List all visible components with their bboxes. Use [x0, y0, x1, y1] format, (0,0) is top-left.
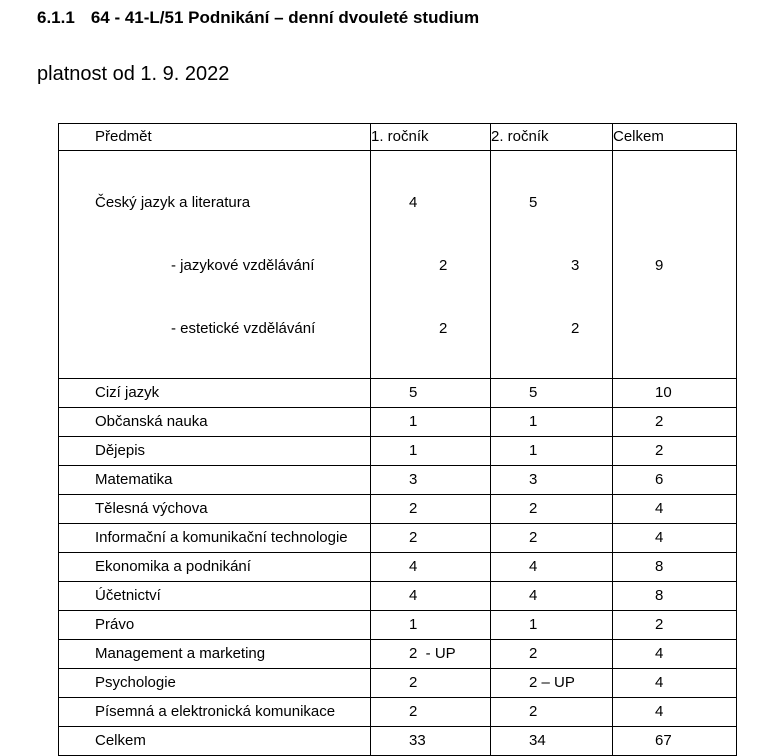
year1-subvalue: 2 [439, 257, 448, 274]
year1-cell: 2 [370, 494, 491, 524]
year2-cell: 1 [490, 610, 613, 640]
subject-cell: Cizí jazyk [58, 378, 371, 408]
total-cell: 10 [612, 378, 737, 408]
year2-cell: 1 [490, 436, 613, 466]
year1-cell: 2 [370, 668, 491, 698]
table-row: Informační a komunikační technologie 2 2… [58, 523, 737, 553]
heading-text: 64 - 41-L/51 Podnikání – denní dvouleté … [90, 8, 480, 27]
year2-cell: 4 [490, 552, 613, 582]
year1-cell: 2 - UP [370, 639, 491, 669]
subject-cell: Management a marketing [58, 639, 371, 669]
year2-cell: 2 [490, 523, 613, 553]
column-header-subject: Předmět [58, 123, 371, 151]
subject-cell: Písemná a elektronická komunikace [58, 697, 371, 727]
year1-value: 4 [409, 194, 418, 211]
total-cell: 4 [612, 697, 737, 727]
total-cell: 6 [612, 465, 737, 495]
total-value: 9 [655, 257, 664, 274]
total-cell: 4 [612, 639, 737, 669]
curriculum-table: Předmět 1. ročník 2. ročník Celkem Český… [58, 123, 737, 756]
year1-cell: 2 [370, 697, 491, 727]
spacer [614, 315, 736, 342]
total-cell: 4 [612, 523, 737, 553]
subject-cell: Český jazyk a literatura - jazykové vzdě… [58, 150, 371, 379]
total-cell: 2 [612, 436, 737, 466]
total-cell: 67 [612, 726, 737, 756]
year2-cell: 2 [490, 639, 613, 669]
table-row: Cizí jazyk 5 5 10 [58, 378, 737, 408]
table-row: Písemná a elektronická komunikace 2 2 4 [58, 697, 737, 727]
subject-label: Český jazyk a literatura [95, 194, 251, 211]
column-header-total: Celkem [612, 123, 737, 151]
total-cell: 8 [612, 581, 737, 611]
year2-cell: 3 [490, 465, 613, 495]
spacer [614, 189, 736, 216]
page-title: 6.1.1 64 - 41-L/51 Podnikání – denní dvo… [37, 8, 479, 28]
year1-cell: 4 [370, 552, 491, 582]
heading-number: 6.1.1 [37, 8, 75, 27]
header-row: Předmět 1. ročník 2. ročník Celkem [58, 123, 737, 151]
year1-subvalue: 2 [439, 320, 448, 337]
year1-cell: 3 [370, 465, 491, 495]
year2-cell: 4 [490, 581, 613, 611]
subject-cell: Účetnictví [58, 581, 371, 611]
column-header-year2: 2. ročník [490, 123, 613, 151]
total-cell: 4 [612, 494, 737, 524]
year2-value: 5 [529, 194, 538, 211]
subject-cell: Informační a komunikační technologie [58, 523, 371, 553]
subject-cell: Celkem [58, 726, 371, 756]
year1-cell: 4 2 2 [370, 150, 491, 379]
table-row: Psychologie 2 2 – UP 4 [58, 668, 737, 698]
year1-cell: 33 [370, 726, 491, 756]
year2-cell: 2 – UP [490, 668, 613, 698]
table-row-grand-total: Celkem 33 34 67 [58, 726, 737, 756]
year2-subvalue: 2 [571, 320, 580, 337]
year2-cell: 2 [490, 697, 613, 727]
year2-cell: 2 [490, 494, 613, 524]
table-row: Právo 1 1 2 [58, 610, 737, 640]
year1-cell: 1 [370, 436, 491, 466]
year1-cell: 5 [370, 378, 491, 408]
subject-cell: Občanská nauka [58, 407, 371, 437]
total-cell: 8 [612, 552, 737, 582]
subject-cell: Tělesná výchova [58, 494, 371, 524]
table-row-subject-block: Český jazyk a literatura - jazykové vzdě… [58, 150, 737, 379]
year1-cell: 1 [370, 610, 491, 640]
total-cell: 2 [612, 407, 737, 437]
table-row: Management a marketing 2 - UP 2 4 [58, 639, 737, 669]
year1-cell: 4 [370, 581, 491, 611]
table-row: Tělesná výchova 2 2 4 [58, 494, 737, 524]
year1-cell: 1 [370, 407, 491, 437]
table-row: Občanská nauka 1 1 2 [58, 407, 737, 437]
subject-cell: Právo [58, 610, 371, 640]
year2-cell: 34 [490, 726, 613, 756]
subject-cell: Psychologie [58, 668, 371, 698]
year2-cell: 1 [490, 407, 613, 437]
year2-subvalue: 3 [571, 257, 580, 274]
year2-cell: 5 [490, 378, 613, 408]
subject-sublabel: - jazykové vzdělávání [171, 257, 315, 274]
table-row: Dějepis 1 1 2 [58, 436, 737, 466]
total-cell: 9 [612, 150, 737, 379]
subject-sublabel: - estetické vzdělávání [171, 320, 316, 337]
total-cell: 2 [612, 610, 737, 640]
table-row: Matematika 3 3 6 [58, 465, 737, 495]
year2-cell: 5 3 2 [490, 150, 613, 379]
subject-cell: Ekonomika a podnikání [58, 552, 371, 582]
subject-cell: Matematika [58, 465, 371, 495]
table-row: Účetnictví 4 4 8 [58, 581, 737, 611]
total-cell: 4 [612, 668, 737, 698]
subject-cell: Dějepis [58, 436, 371, 466]
column-header-year1: 1. ročník [370, 123, 491, 151]
table-row: Ekonomika a podnikání 4 4 8 [58, 552, 737, 582]
validity-note: platnost od 1. 9. 2022 [37, 63, 230, 85]
year1-cell: 2 [370, 523, 491, 553]
